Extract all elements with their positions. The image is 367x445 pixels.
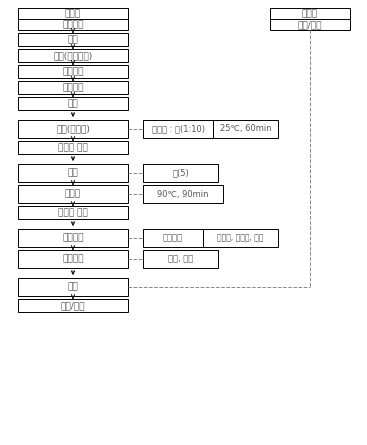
- FancyBboxPatch shape: [203, 229, 278, 247]
- FancyBboxPatch shape: [143, 185, 223, 203]
- Text: 보관(저온건조): 보관(저온건조): [53, 51, 92, 60]
- FancyBboxPatch shape: [18, 250, 128, 268]
- FancyBboxPatch shape: [18, 65, 128, 78]
- FancyBboxPatch shape: [143, 229, 203, 247]
- Text: 침지(염제거): 침지(염제거): [56, 125, 90, 134]
- Text: 원료선별: 원료선별: [62, 20, 84, 29]
- FancyBboxPatch shape: [18, 164, 128, 182]
- Text: 원재료: 원재료: [65, 9, 81, 18]
- FancyBboxPatch shape: [18, 49, 128, 62]
- Text: 25℃, 60min: 25℃, 60min: [220, 125, 271, 134]
- FancyBboxPatch shape: [18, 185, 128, 203]
- Text: 부자재: 부자재: [302, 9, 318, 18]
- Text: 입고: 입고: [68, 35, 79, 44]
- Text: 입고/보관: 입고/보관: [298, 20, 322, 29]
- FancyBboxPatch shape: [18, 229, 128, 247]
- Text: 절단: 절단: [68, 99, 79, 108]
- Text: 관능검사: 관능검사: [62, 255, 84, 263]
- Text: 품질검검: 품질검검: [62, 234, 84, 243]
- FancyBboxPatch shape: [18, 81, 128, 94]
- Text: 금속선별: 금속선별: [62, 83, 84, 92]
- Text: 90℃, 90min: 90℃, 90min: [157, 190, 209, 198]
- Text: 상등액 분획: 상등액 분획: [58, 208, 88, 217]
- Text: 포장: 포장: [68, 283, 79, 291]
- FancyBboxPatch shape: [18, 206, 128, 219]
- FancyBboxPatch shape: [18, 97, 128, 110]
- FancyBboxPatch shape: [18, 33, 128, 46]
- Text: 공인분석: 공인분석: [163, 234, 183, 243]
- Text: 상등액 제거: 상등액 제거: [58, 143, 88, 152]
- Text: 미역귀 : 물(1:10): 미역귀 : 물(1:10): [152, 125, 204, 134]
- FancyBboxPatch shape: [18, 141, 128, 154]
- Text: 이미, 이취: 이미, 이취: [168, 255, 193, 263]
- FancyBboxPatch shape: [18, 8, 128, 30]
- FancyBboxPatch shape: [213, 120, 278, 138]
- FancyBboxPatch shape: [143, 120, 213, 138]
- Text: 가수: 가수: [68, 169, 79, 178]
- FancyBboxPatch shape: [18, 299, 128, 312]
- FancyBboxPatch shape: [143, 250, 218, 268]
- Text: 보관/출고: 보관/출고: [61, 301, 85, 310]
- Text: 열처리: 열처리: [65, 190, 81, 198]
- FancyBboxPatch shape: [18, 278, 128, 296]
- Text: 이물제거: 이물제거: [62, 67, 84, 76]
- FancyBboxPatch shape: [143, 164, 218, 182]
- FancyBboxPatch shape: [18, 120, 128, 138]
- FancyBboxPatch shape: [270, 8, 350, 30]
- Text: 중금속, 미생물, 식염: 중금속, 미생물, 식염: [217, 234, 264, 243]
- Text: 물(5): 물(5): [172, 169, 189, 178]
